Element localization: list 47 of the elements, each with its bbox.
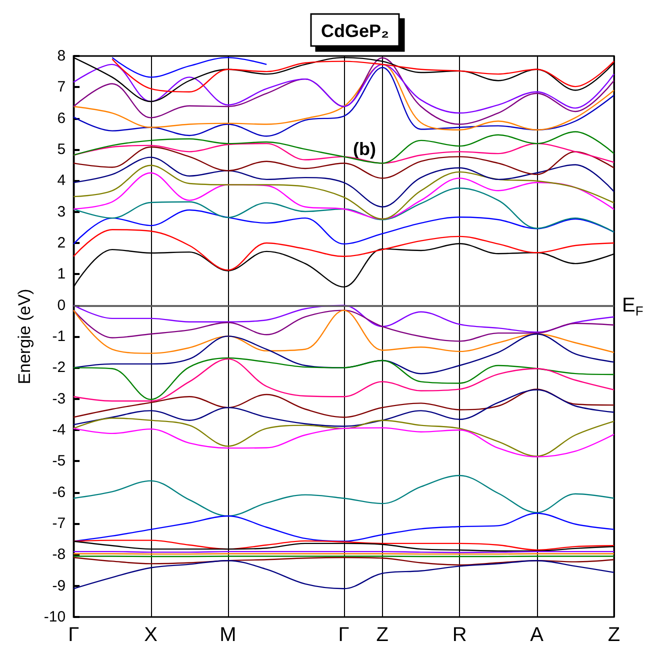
- x-tick-label: M: [220, 624, 236, 646]
- x-tick-label: Γ: [338, 624, 350, 646]
- line-series: [72, 333, 615, 374]
- y-tick-label: 7: [57, 78, 66, 96]
- y-tick-label: 3: [57, 203, 66, 220]
- x-tick-label: A: [530, 624, 544, 646]
- line-series: [72, 131, 615, 164]
- y-tick-label: -6: [52, 484, 66, 501]
- y-tick-label: -10: [44, 608, 66, 626]
- y-tick-label: 4: [57, 172, 66, 190]
- line-series: [72, 474, 615, 517]
- y-tick-label: -3: [52, 390, 66, 408]
- annotation: (b): [353, 139, 376, 159]
- line-series: [72, 310, 615, 342]
- x-tick-label: Γ: [68, 624, 80, 646]
- x-tick-label: Z: [608, 624, 620, 646]
- y-tick-label: -4: [52, 422, 66, 438]
- line-series: [72, 229, 615, 271]
- line-series: [72, 556, 615, 566]
- line-series: [72, 427, 615, 458]
- y-tick-label: -9: [52, 577, 66, 594]
- y-tick-label: 6: [57, 110, 66, 127]
- y-tick-label: -8: [52, 546, 66, 564]
- chart-title: CdGeP₂: [321, 21, 390, 41]
- line-series: [72, 310, 615, 354]
- y-tick-label: 0: [57, 296, 66, 314]
- y-tick-label: -5: [52, 452, 66, 470]
- line-series: [72, 64, 615, 114]
- line-series: [72, 389, 615, 427]
- line-series: [72, 304, 615, 333]
- x-tick-label: Z: [376, 624, 388, 646]
- x-tick-label: X: [144, 624, 158, 646]
- y-tick-label: -1: [52, 328, 66, 345]
- y-tick-label: -2: [52, 359, 66, 376]
- x-tick-label: R: [452, 624, 467, 646]
- y-tick-label: 1: [57, 266, 66, 283]
- line-series: [72, 188, 615, 233]
- y-tick-label: 8: [57, 48, 66, 64]
- line-series: [72, 388, 615, 418]
- line-series: [72, 418, 615, 457]
- line-series: [112, 56, 268, 78]
- y-tick-label: 5: [57, 141, 66, 158]
- line-series: [112, 58, 615, 92]
- line-series: [72, 560, 615, 590]
- y-tick-label: 2: [57, 234, 66, 252]
- y-tick-label: -7: [52, 515, 66, 532]
- y-axis-title: Energie (eV): [15, 288, 34, 384]
